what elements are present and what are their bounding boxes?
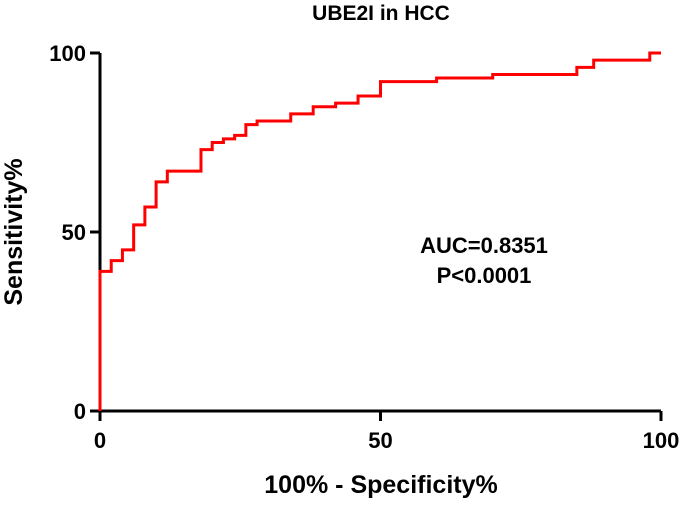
y-tick-label: 0 xyxy=(74,399,86,424)
y-tick-label: 50 xyxy=(62,220,86,245)
x-tick-label: 50 xyxy=(368,428,392,453)
annotation-auc: AUC=0.8351 xyxy=(420,233,548,258)
y-ticks: 0 50 100 xyxy=(49,41,100,424)
x-tick-label: 0 xyxy=(94,428,106,453)
axes: 0 50 100 0 50 100 xyxy=(49,41,679,453)
roc-curve xyxy=(98,51,661,411)
y-tick-label: 100 xyxy=(49,41,86,66)
x-ticks: 0 50 100 xyxy=(94,411,679,453)
x-axis-label: 100% - Specificity% xyxy=(264,471,497,499)
chart-title: UBE2I in HCC xyxy=(312,2,450,25)
y-axis-label: Sensitivity% xyxy=(0,158,28,305)
annotation-p-value: P<0.0001 xyxy=(437,263,532,288)
x-tick-label: 100 xyxy=(643,428,680,453)
